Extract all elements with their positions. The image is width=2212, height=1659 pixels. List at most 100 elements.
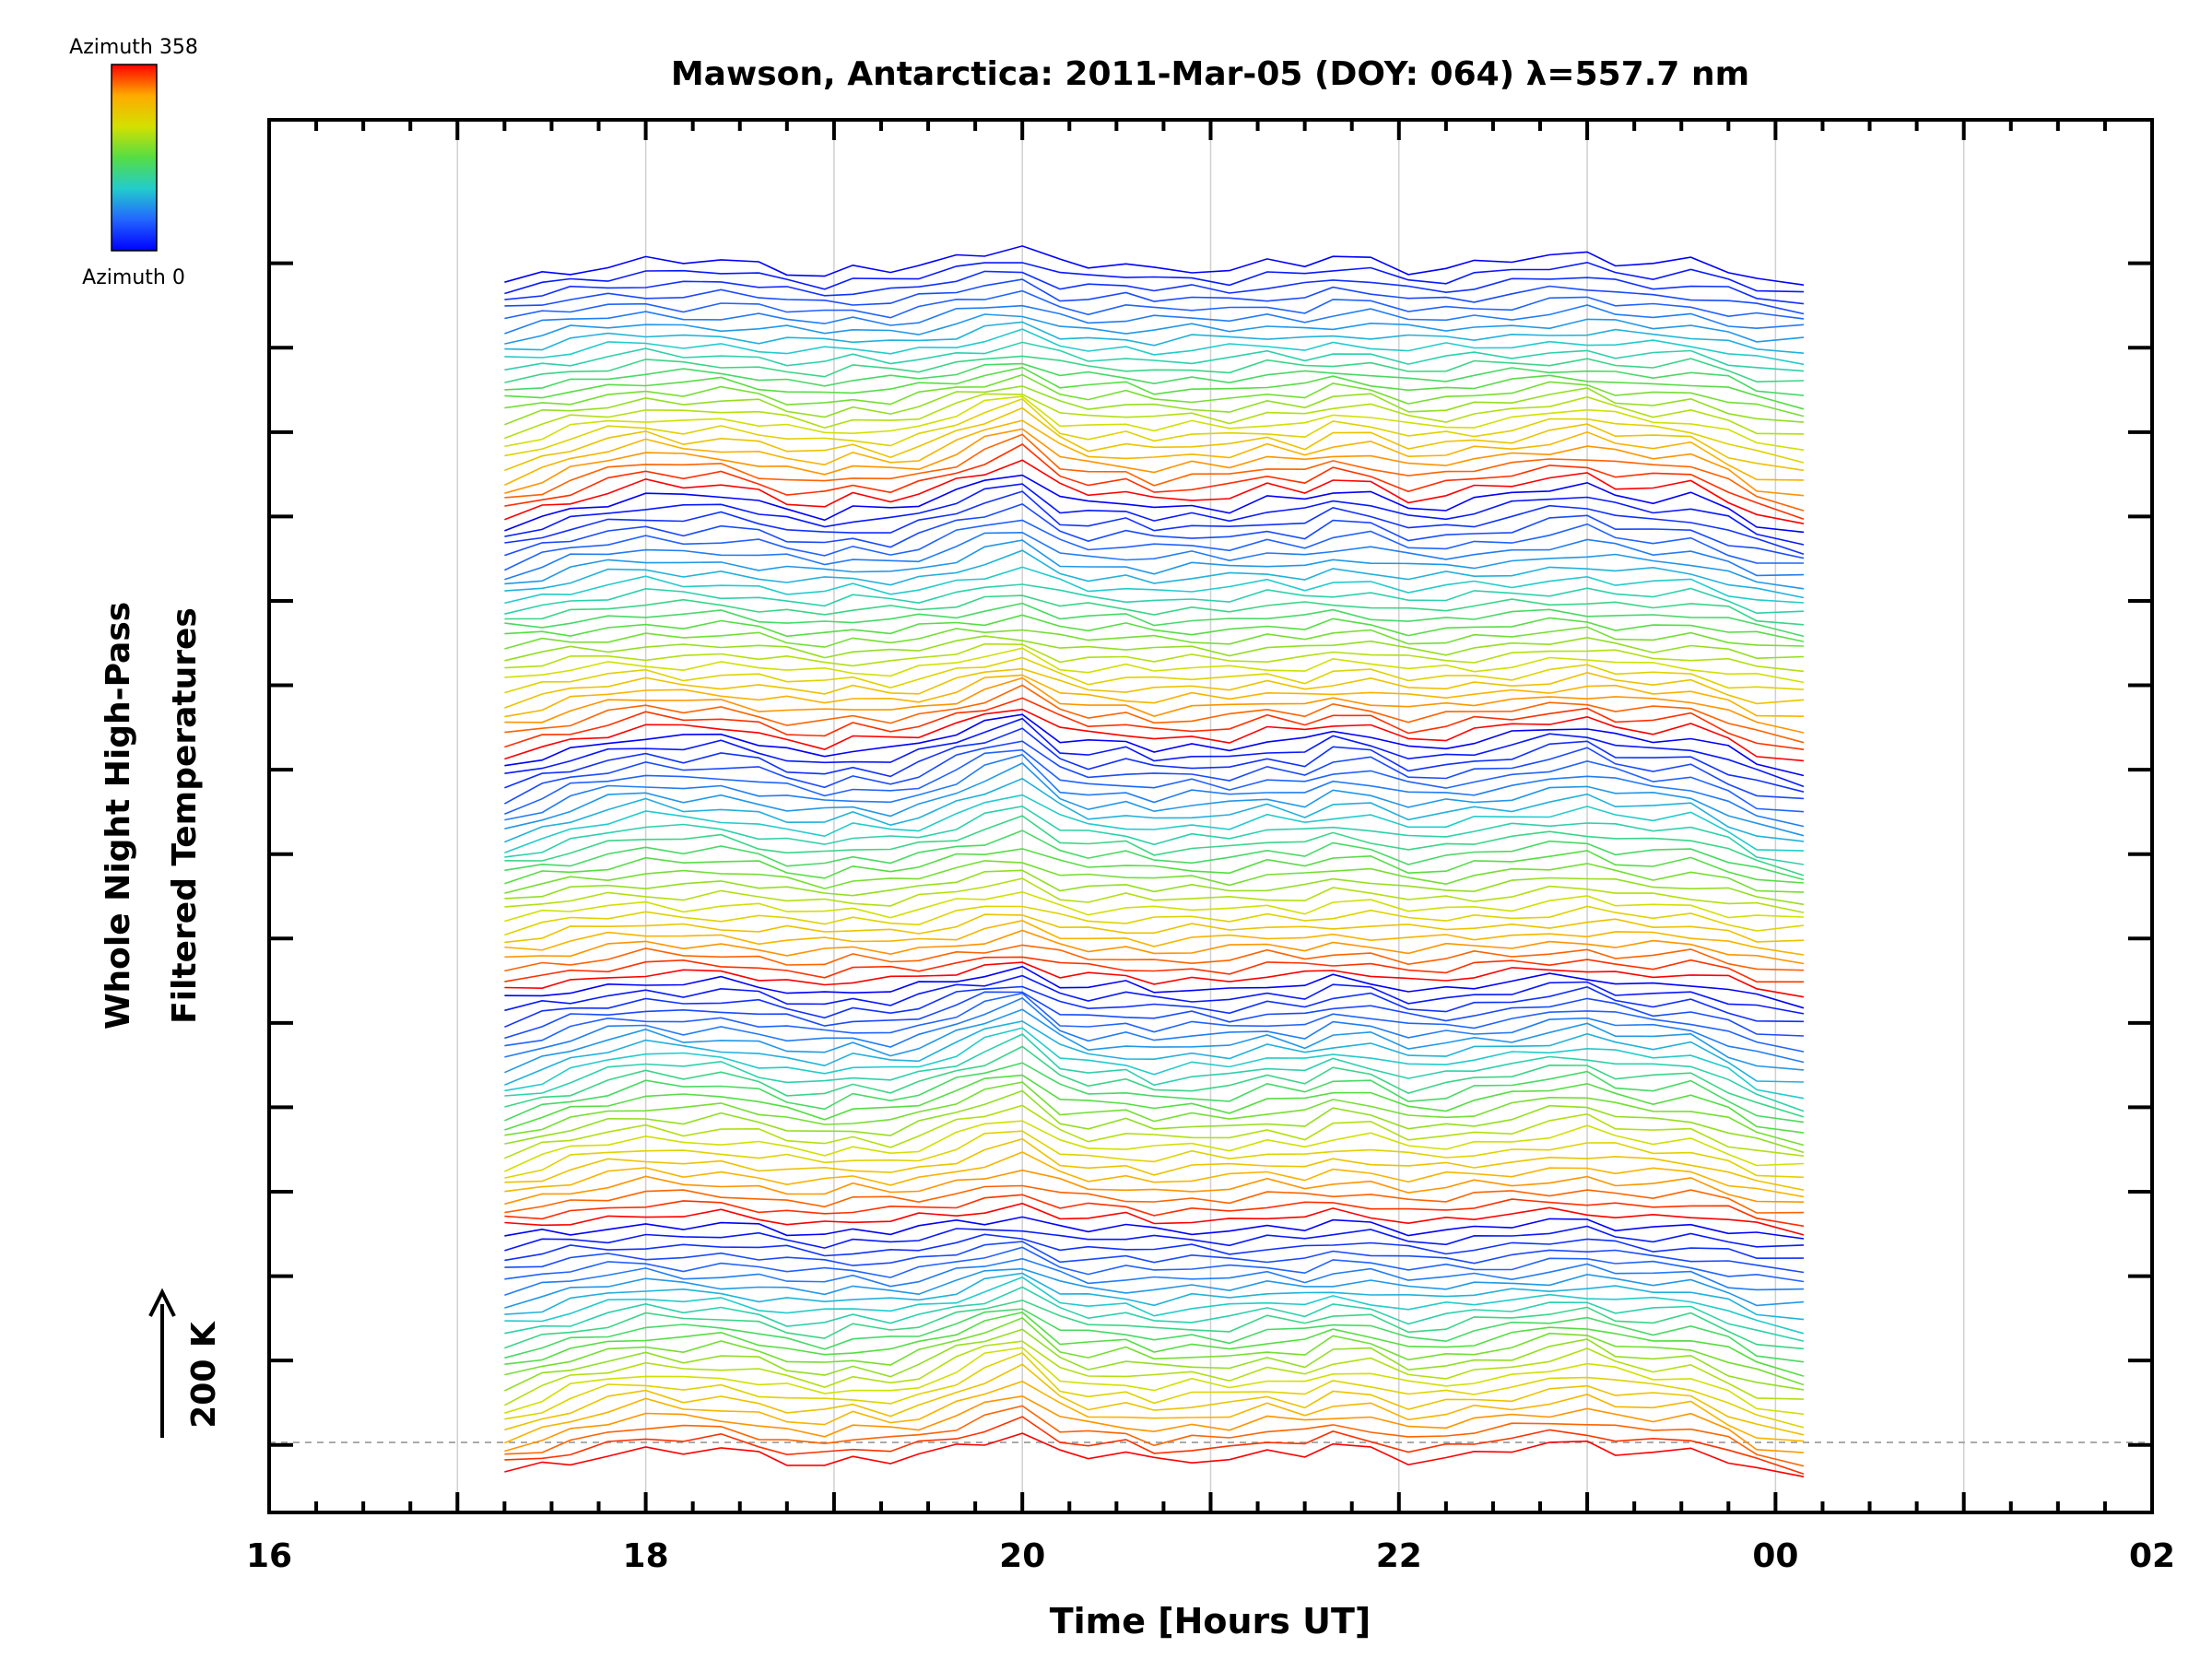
series-line: [504, 748, 1805, 816]
series-line: [504, 1081, 1805, 1147]
series-line: [504, 1033, 1805, 1112]
series-line: [504, 519, 1805, 571]
series-line: [504, 1225, 1805, 1252]
y-axis-label-line1: Whole Night High-Pass: [100, 602, 137, 1030]
series-line: [504, 708, 1805, 762]
series-line: [504, 583, 1805, 615]
series-line: [504, 261, 1805, 295]
axis-ticks: [267, 120, 2154, 1512]
series-line: [504, 762, 1805, 837]
series-line: [504, 1267, 1805, 1309]
series-line: [504, 1308, 1805, 1363]
series-line: [504, 848, 1805, 885]
series-line: [504, 443, 1805, 520]
series-line: [504, 328, 1805, 366]
series-line: [504, 1416, 1805, 1476]
x-axis-label: Time [Hours UT]: [1050, 1601, 1371, 1641]
series-line: [504, 996, 1805, 1064]
colorbar-gradient: [111, 64, 158, 252]
series-line: [504, 985, 1805, 1029]
series-line: [504, 428, 1805, 497]
series-line: [504, 1194, 1805, 1228]
series-line: [504, 929, 1805, 965]
series-line: [504, 355, 1805, 383]
series-line: [504, 1405, 1805, 1467]
series-line: [504, 395, 1805, 452]
series-line: [504, 1328, 1805, 1392]
series-line: [504, 1340, 1805, 1406]
series-line: [504, 490, 1805, 556]
x-tick-label: 00: [1752, 1537, 1798, 1575]
series-line: [504, 794, 1805, 854]
series-line: [504, 289, 1805, 320]
series-line: [504, 869, 1805, 906]
series-line: [504, 1151, 1805, 1198]
series-line: [504, 1137, 1805, 1191]
series-line: [504, 713, 1805, 777]
series-line: [504, 805, 1805, 865]
series-line: [504, 397, 1805, 464]
series-line: [504, 602, 1805, 638]
series-line: [504, 697, 1805, 750]
series-line: [504, 362, 1805, 396]
colorbar-top-label: Azimuth 358: [69, 36, 198, 59]
series-line: [504, 304, 1805, 335]
series-line: [504, 245, 1805, 286]
series-line: [504, 905, 1805, 936]
series-line: [504, 830, 1805, 881]
series-line: [504, 614, 1805, 642]
x-tick-label: 02: [2129, 1537, 2175, 1575]
series-line: [504, 483, 1805, 546]
series-line: [504, 503, 1805, 559]
series-line: [504, 717, 1805, 788]
series-line: [504, 877, 1805, 913]
series-line: [504, 549, 1805, 599]
series-line: [504, 1008, 1805, 1074]
series-line: [504, 393, 1805, 440]
x-tick-label: 18: [623, 1537, 669, 1575]
series-line: [504, 341, 1805, 372]
y-axis-label-line2: Filtered Temperatures: [166, 607, 204, 1024]
series-line: [504, 1347, 1805, 1416]
series-line: [504, 635, 1805, 662]
series-line: [504, 1104, 1805, 1159]
series-line: [504, 1272, 1805, 1321]
series-line: [504, 1380, 1805, 1444]
series-line: [504, 740, 1805, 805]
series-line: [504, 1363, 1805, 1436]
series-line: [504, 860, 1805, 894]
series-line: [504, 1246, 1805, 1283]
series-line: [504, 1020, 1805, 1086]
colorbar-bottom-label: Azimuth 0: [82, 266, 185, 289]
series-line: [504, 1120, 1805, 1172]
series-line: [504, 1216, 1805, 1240]
series-line: [504, 566, 1805, 605]
series-line: [504, 656, 1805, 694]
x-tick-label: 16: [246, 1537, 292, 1575]
series-line: [504, 474, 1805, 534]
chart-title: Mawson, Antarctica: 2011-Mar-05 (DOY: 06…: [671, 55, 1749, 93]
series-line: [504, 419, 1805, 487]
series-line: [504, 626, 1805, 650]
series-line: [504, 1286, 1805, 1342]
series-line: [504, 890, 1805, 923]
series-line: [504, 1257, 1805, 1296]
series-line: [504, 321, 1805, 354]
series-line: [504, 373, 1805, 418]
series-line: [504, 531, 1805, 581]
series-line: [504, 1045, 1805, 1118]
series-line: [504, 815, 1805, 877]
series-line: [504, 1074, 1805, 1134]
series-line: [504, 991, 1805, 1040]
series-line: [504, 1351, 1805, 1429]
series-line: [504, 459, 1805, 524]
series-line: [504, 366, 1805, 410]
series-line: [504, 974, 1805, 1015]
series-line: [504, 677, 1805, 734]
series-line: [504, 1276, 1805, 1335]
x-tick-labels: 16 18 20 22 00 02: [246, 1537, 2175, 1575]
series-line: [504, 1432, 1805, 1477]
series-line: [504, 1316, 1805, 1386]
series-line: [504, 1202, 1805, 1236]
series-line: [504, 1169, 1805, 1206]
